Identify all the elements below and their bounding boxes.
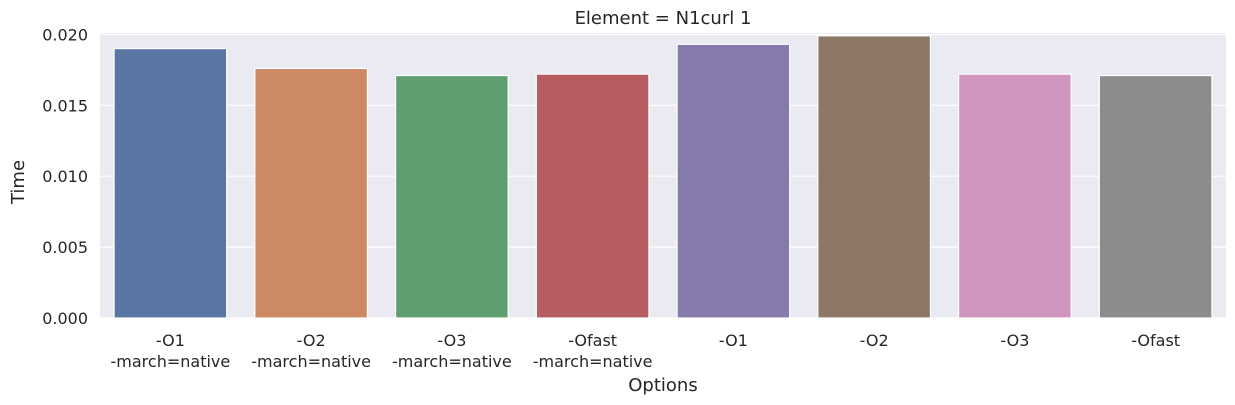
y-tick-label: 0.000: [42, 309, 88, 328]
x-axis-label: Options: [628, 375, 697, 396]
x-tick-label: -O3: [1000, 331, 1029, 350]
bar: [676, 43, 791, 319]
y-axis-ticks: 0.000 0.005 0.010 0.015 0.020: [42, 25, 88, 328]
bar: [394, 74, 509, 319]
x-tick-label: -Ofast -march=native: [533, 331, 653, 371]
bar: [535, 73, 650, 319]
x-tick-label: -Ofast: [1131, 331, 1180, 350]
bar: [113, 47, 228, 319]
y-tick-label: 0.010: [42, 167, 88, 186]
y-axis-label: Time: [8, 160, 29, 205]
bar: [817, 35, 932, 319]
bar: [254, 67, 369, 319]
bar-series: [113, 35, 1213, 319]
x-tick-label: -O3 -march=native: [392, 331, 512, 371]
bar: [1098, 74, 1213, 319]
x-tick-label: -O1 -march=native: [111, 331, 231, 371]
x-tick-label: -O2: [860, 331, 889, 350]
x-axis-ticks: -O1 -march=native -O2 -march=native -O3 -marc…: [111, 331, 1181, 371]
x-tick-label: -O2 -march=native: [251, 331, 371, 371]
bar: [957, 73, 1072, 319]
y-tick-label: 0.020: [42, 25, 88, 44]
y-tick-label: 0.005: [42, 238, 88, 257]
x-tick-label: -O1: [719, 331, 748, 350]
y-tick-label: 0.015: [42, 96, 88, 115]
chart-title: Element = N1curl 1: [575, 8, 752, 29]
